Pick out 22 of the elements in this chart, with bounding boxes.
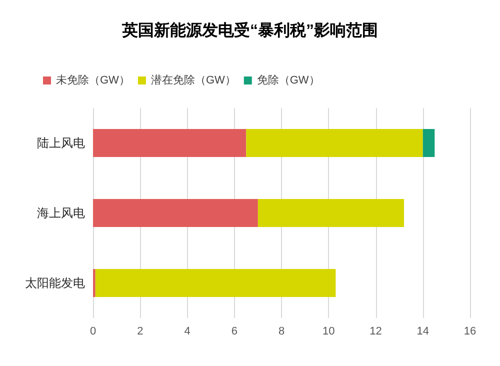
x-tick-label: 8: [278, 326, 285, 338]
x-tick-label: 2: [137, 326, 144, 338]
chart-title: 英国新能源发电受“暴利税”影响范围: [121, 22, 378, 40]
x-tick-label: 14: [416, 326, 429, 338]
y-tick-label: 海上风电: [37, 206, 85, 220]
x-tick-label: 6: [231, 326, 238, 338]
x-tick-label: 12: [370, 326, 382, 338]
y-tick-label: 太阳能发电: [25, 276, 85, 290]
bar: [93, 199, 258, 227]
bar: [258, 199, 404, 227]
y-tick-label: 陆上风电: [37, 136, 85, 150]
bar: [95, 269, 336, 297]
legend-label: 未免除（GW）: [56, 74, 130, 86]
bar: [246, 129, 423, 157]
x-tick-label: 0: [90, 326, 96, 338]
x-tick-label: 4: [184, 326, 190, 338]
legend-label: 免除（GW）: [256, 74, 320, 86]
bar: [93, 129, 246, 157]
x-tick-label: 16: [464, 326, 476, 338]
bar: [422, 129, 435, 157]
legend-label: 潜在免除（GW）: [150, 74, 236, 86]
x-tick-label: 10: [322, 326, 335, 338]
